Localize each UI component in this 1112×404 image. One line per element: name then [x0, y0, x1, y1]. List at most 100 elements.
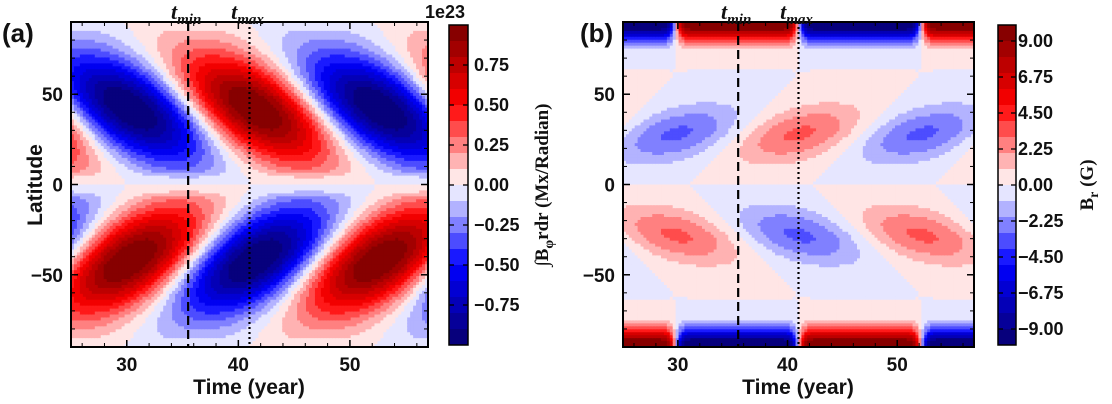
heat-cell [73, 261, 78, 265]
heat-cell [97, 187, 102, 191]
heat-cell [88, 39, 93, 44]
heat-cell [106, 45, 111, 50]
heat-cell [76, 36, 81, 41]
heat-cell [94, 181, 99, 186]
heat-cell [82, 276, 87, 280]
heat-cell [88, 293, 93, 298]
heat-cell [85, 341, 90, 345]
heat-cell [85, 30, 90, 35]
heat-cell [76, 101, 81, 106]
heat-cell [73, 249, 78, 254]
heat-cell [94, 89, 99, 94]
heat-cell [91, 246, 96, 251]
heat-cell [82, 196, 87, 200]
heat-cell [73, 42, 78, 47]
heat-cell [85, 45, 90, 50]
heat-cell [91, 323, 96, 327]
heat-cell [103, 175, 108, 180]
heat-cell [97, 341, 102, 345]
heat-cell [103, 196, 108, 200]
heat-cell [73, 190, 78, 194]
heat-cell [82, 154, 87, 159]
heat-cell [76, 187, 81, 191]
heat-cell [76, 276, 81, 280]
heat-cell [76, 72, 81, 76]
heat-cell [73, 341, 78, 345]
heat-cell [76, 314, 81, 319]
heat-cell [85, 149, 90, 153]
heat-cell [76, 104, 81, 109]
heat-cell [91, 249, 96, 254]
heat-cell [88, 332, 93, 336]
heat-cell [103, 54, 108, 59]
heat-cell [88, 341, 93, 345]
heat-cell [73, 175, 78, 180]
heat-cell [94, 225, 99, 230]
heat-cell [82, 335, 87, 339]
heat-cell [103, 87, 108, 91]
heat-cell [85, 98, 90, 103]
heat-cell [94, 116, 99, 121]
heat-cell [73, 84, 78, 88]
heat-cell [79, 199, 84, 203]
heat-cell [88, 178, 93, 183]
heat-cell [103, 163, 108, 168]
heat-cell [106, 48, 111, 53]
heat-cell [79, 172, 84, 177]
heat-cell [91, 311, 96, 316]
heat-cell [88, 134, 93, 138]
heat-cell [76, 134, 81, 138]
heat-cell [106, 81, 111, 85]
heat-cell [73, 290, 78, 295]
heat-cell [85, 202, 90, 206]
heat-cell [76, 66, 81, 70]
heat-cell [100, 75, 105, 79]
heat-cell [79, 240, 84, 245]
heat-cell [94, 152, 99, 156]
heat-cell [97, 143, 102, 147]
heat-cell [100, 252, 105, 256]
heat-cell [76, 329, 81, 333]
heat-cell [88, 217, 93, 221]
heat-cell [97, 92, 102, 97]
heat-cell [97, 39, 102, 44]
heat-cell [76, 320, 81, 324]
heat-cell [82, 66, 87, 70]
heat-cell [94, 78, 99, 82]
heat-cell [97, 104, 102, 109]
heat-cell [97, 335, 102, 339]
heat-cell [85, 163, 90, 168]
heat-cell [79, 175, 84, 180]
heat-cell [73, 320, 78, 324]
heat-cell [91, 157, 96, 162]
heat-cell [91, 101, 96, 106]
heat-cell [100, 225, 105, 230]
heat-cell [106, 87, 111, 91]
heat-cell [97, 273, 102, 277]
heat-cell [97, 178, 102, 183]
heat-cell [97, 255, 102, 259]
heat-cell [103, 252, 108, 256]
panel-a-heatmap [71, 22, 429, 348]
heat-cell [85, 308, 90, 313]
heat-cell [100, 134, 105, 138]
heat-cell [71, 302, 75, 307]
heat-cell [82, 157, 87, 162]
heat-cell [106, 51, 111, 56]
heat-cell [73, 208, 78, 212]
heat-cell [88, 329, 93, 333]
heat-cell [103, 137, 108, 141]
heat-cell [82, 92, 87, 97]
heat-cell [79, 119, 84, 124]
heat-cell [82, 187, 87, 191]
heat-cell [100, 211, 105, 215]
heat-cell [76, 290, 81, 295]
heat-cell [71, 243, 75, 248]
heat-cell [82, 222, 87, 227]
heat-cell [76, 270, 81, 274]
heat-cell [88, 92, 93, 97]
heat-cell [100, 264, 105, 268]
heat-cell [73, 308, 78, 313]
heat-cell [71, 258, 75, 262]
heat-cell [94, 75, 99, 79]
